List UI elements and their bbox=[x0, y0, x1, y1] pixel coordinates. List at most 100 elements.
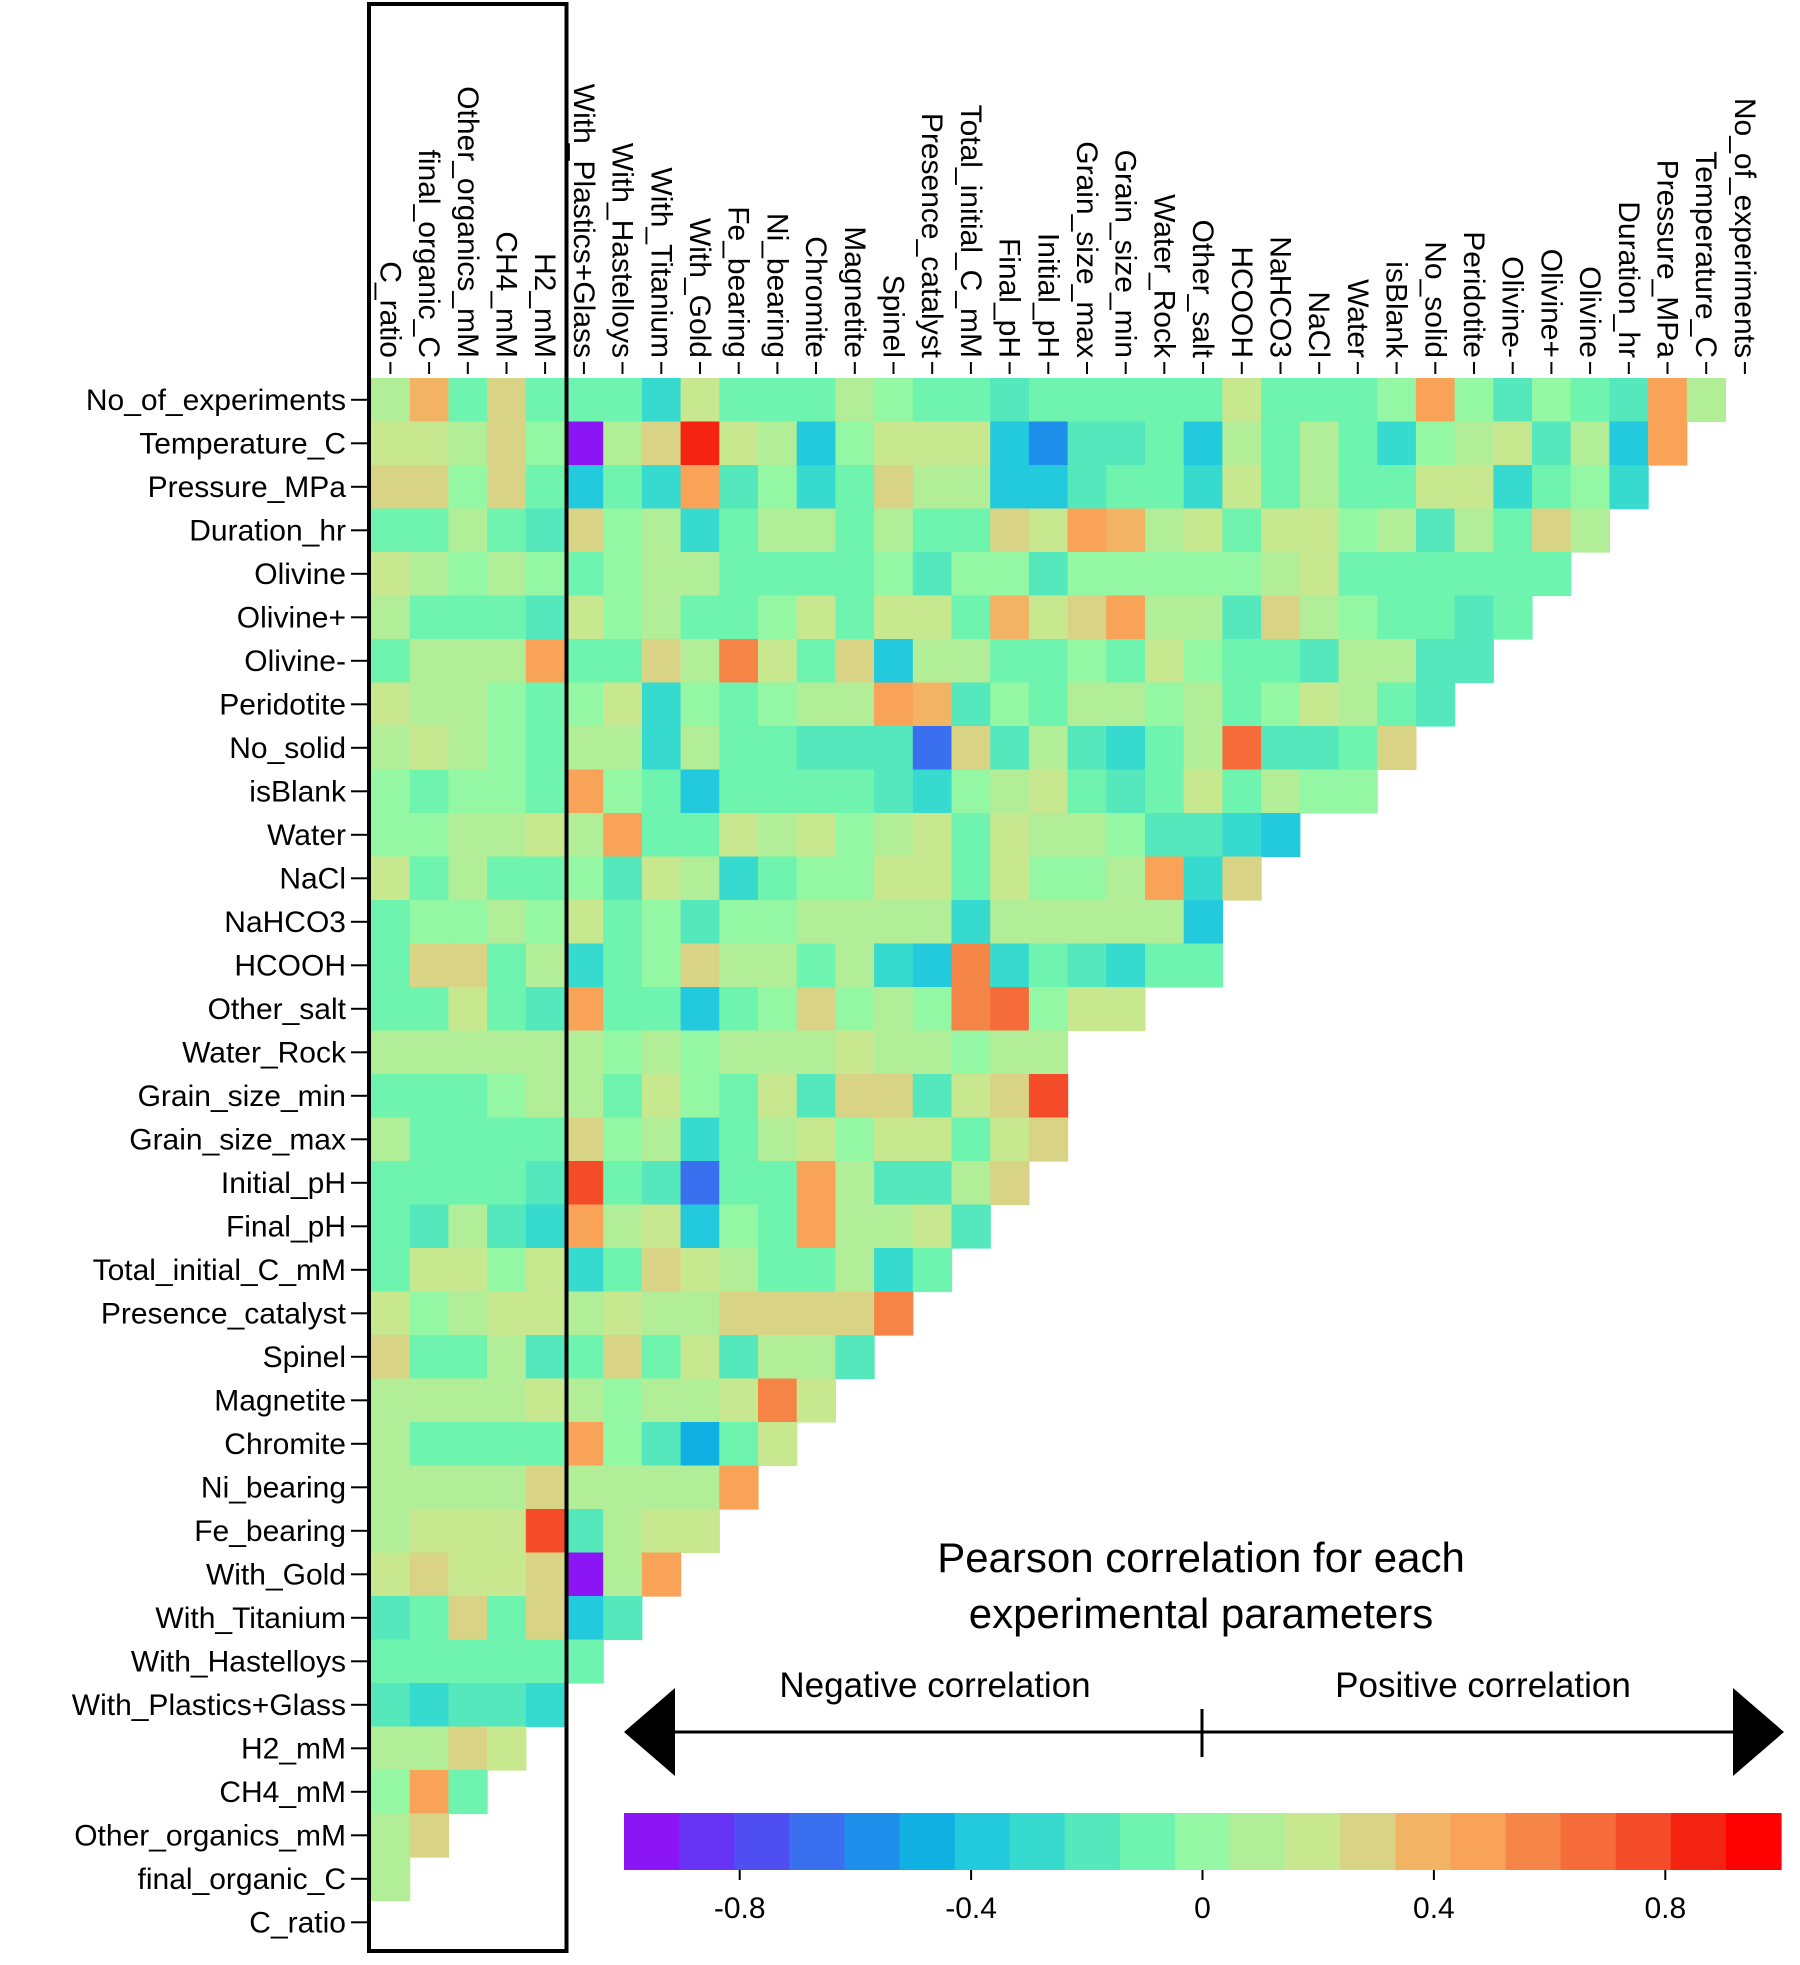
heatmap-cell: Duration_hr / Initial_pH: 0.2 bbox=[1028, 508, 1069, 553]
heatmap-cell: Duration_hr / final_organic_C: -0.05 bbox=[409, 508, 449, 553]
heatmap-cell: Water_Rock / With_Titanium: 0.1 bbox=[641, 1030, 682, 1075]
heatmap-cell: Water_Rock / With_Plastics+Glass: 0.1 bbox=[564, 1030, 604, 1075]
heatmap-cell: No_of_experiments / Final_pH: -0.15 bbox=[990, 378, 1030, 423]
heatmap-cell: Olivine / isBlank: -0.05 bbox=[1377, 552, 1417, 597]
heatmap-cell: Ni_bearing / Other_organics_mM: 0.1 bbox=[448, 1465, 488, 1510]
heatmap-cell: Temperature_C / Peridotite: 0.05 bbox=[1454, 421, 1494, 466]
heatmap-cell: No_of_experiments / With_Gold: 0.2 bbox=[680, 378, 720, 423]
heatmap-cell: Olivine / With_Hastelloys: 0 bbox=[603, 552, 643, 597]
heatmap-cell: Grain_size_min / Spinel: 0.25 bbox=[874, 1074, 914, 1119]
heatmap-cell: H2_mM / Other_organics_mM: 0.3 bbox=[448, 1726, 488, 1771]
heatmap-cell: Total_initial_C_mM / H2_mM: 0.2 bbox=[525, 1248, 566, 1293]
heatmap-cell: Total_initial_C_mM / Spinel: -0.3 bbox=[874, 1248, 914, 1293]
column-label: With_Titanium bbox=[644, 167, 677, 358]
heatmap-cell: Water / H2_mM: 0.2 bbox=[525, 813, 566, 858]
heatmap-cell: Olivine+ / Fe_bearing: -0.05 bbox=[719, 595, 759, 640]
heatmap-cell: isBlank / HCOOH: -0.05 bbox=[1222, 769, 1262, 814]
heatmap-cell: Olivine- / HCOOH: -0.05 bbox=[1222, 639, 1262, 684]
heatmap-cell: Duration_hr / Other_organics_mM: 0.05 bbox=[448, 508, 488, 553]
heatmap-cell: Peridotite / Final_pH: 0 bbox=[990, 682, 1030, 727]
heatmap-cell: Duration_hr / With_Gold: -0.25 bbox=[680, 508, 720, 553]
heatmap-cell: NaCl / With_Hastelloys: -0.15 bbox=[603, 856, 643, 901]
heatmap-cell: Olivine / Final_pH: 0 bbox=[990, 552, 1030, 597]
column-label: With_Plastics+Glass bbox=[567, 84, 600, 358]
colorbar-segment bbox=[1505, 1813, 1562, 1870]
heatmap-cell: isBlank / Magnetite: -0.05 bbox=[835, 769, 875, 814]
row-label: Other_salt bbox=[208, 993, 347, 1026]
heatmap-cell: Chromite / With_Titanium: -0.15 bbox=[641, 1422, 682, 1467]
heatmap-cell: Water / With_Titanium: -0.05 bbox=[641, 813, 682, 858]
heatmap-cell: Olivine- / Other_organics_mM: 0.1 bbox=[448, 639, 488, 684]
heatmap-cell: HCOOH / C_ratio: -0.05 bbox=[371, 943, 411, 988]
heatmap-cell: Olivine+ / Water_Rock: 0.05 bbox=[1145, 595, 1185, 640]
colorbar-segment bbox=[1450, 1813, 1507, 1870]
heatmap-cell: Initial_pH / final_organic_C: -0.1 bbox=[409, 1161, 449, 1206]
heatmap-cell: Peridotite / No_solid: -0.15 bbox=[1415, 682, 1456, 727]
heatmap-cell: Pressure_MPa / Olivine: 0 bbox=[1570, 465, 1610, 510]
heatmap-cell: CH4_mM / C_ratio: 0 bbox=[371, 1770, 411, 1815]
heatmap-cell: Pressure_MPa / CH4_mM: 0.25 bbox=[487, 465, 527, 510]
heatmap-cell: Pressure_MPa / Chromite: -0.25 bbox=[796, 465, 836, 510]
heatmap-cell: Olivine- / Other_salt: 0 bbox=[1183, 639, 1223, 684]
heatmap-cell: Duration_hr / NaCl: 0.15 bbox=[1299, 508, 1340, 553]
heatmap-cell: final_organic_C / C_ratio: 0.05 bbox=[371, 1857, 411, 1902]
column-label: Olivine bbox=[1573, 266, 1606, 358]
heatmap-cell: Duration_hr / Total_initial_C_mM: -0.05 bbox=[951, 508, 991, 553]
heatmap-cell: Chromite / H2_mM: -0.1 bbox=[525, 1422, 566, 1467]
heatmap-cell: Olivine / With_Titanium: 0.1 bbox=[641, 552, 682, 597]
heatmap-cell: No_solid / CH4_mM: 0 bbox=[487, 726, 527, 771]
column-label: Pressure_MPa bbox=[1651, 160, 1684, 359]
column-label: Water bbox=[1341, 279, 1374, 358]
heatmap-cell: Temperature_C / H2_mM: 0 bbox=[525, 421, 566, 466]
row-label: Peridotite bbox=[219, 688, 346, 721]
heatmap-cell: Peridotite / final_organic_C: 0.05 bbox=[409, 682, 449, 727]
heatmap-cell: NaCl / With_Titanium: 0.15 bbox=[641, 856, 682, 901]
heatmap-cell: Duration_hr / Fe_bearing: -0.05 bbox=[719, 508, 759, 553]
heatmap-cell: Presence_catalyst / Ni_bearing: 0.25 bbox=[758, 1291, 798, 1336]
heatmap-cell: Olivine+ / HCOOH: -0.15 bbox=[1222, 595, 1262, 640]
heatmap-cell: Olivine- / Grain_size_max: 0 bbox=[1067, 639, 1107, 684]
heatmap-cell: Duration_hr / Other_salt: 0.2 bbox=[1183, 508, 1223, 553]
heatmap-cell: Initial_pH / With_Gold: -0.65 bbox=[680, 1161, 720, 1206]
row-label: Magnetite bbox=[214, 1384, 346, 1417]
heatmap-cell: No_of_experiments / CH4_mM: 0.25 bbox=[487, 378, 527, 423]
heatmap-cell: isBlank / With_Plastics+Glass: 0.45 bbox=[564, 769, 604, 814]
row-label: Final_pH bbox=[226, 1210, 346, 1243]
heatmap-cell: isBlank / H2_mM: -0.1 bbox=[525, 769, 566, 814]
heatmap-cell: Initial_pH / With_Titanium: -0.2 bbox=[641, 1161, 682, 1206]
heatmap-cell: isBlank / Other_organics_mM: 0 bbox=[448, 769, 488, 814]
heatmap-cell: Magnetite / With_Gold: 0.05 bbox=[680, 1378, 720, 1423]
heatmap-cell: Olivine / Peridotite: -0.1 bbox=[1454, 552, 1494, 597]
heatmap-cell: Olivine- / NaCl: -0.15 bbox=[1299, 639, 1340, 684]
column-label: final_organic_C bbox=[412, 150, 445, 358]
heatmap-cell: Grain_size_min / Magnetite: 0.25 bbox=[835, 1074, 875, 1119]
colorbar-segment bbox=[1064, 1813, 1121, 1870]
heatmap-cell: Temperature_C / With_Gold: 0.9 bbox=[680, 421, 720, 466]
colorbar-segment bbox=[679, 1813, 735, 1870]
heatmap-cell: Other_salt / final_organic_C: -0.05 bbox=[409, 987, 449, 1032]
row-label: No_solid bbox=[229, 732, 346, 765]
heatmap-cell: HCOOH / Final_pH: -0.25 bbox=[990, 943, 1030, 988]
heatmap-cell: Grain_size_max / C_ratio: 0.05 bbox=[371, 1117, 411, 1162]
heatmap-cell: Olivine+ / NaHCO3: 0.3 bbox=[1261, 595, 1301, 640]
heatmap-cell: Total_initial_C_mM / Other_organics_mM: … bbox=[448, 1248, 488, 1293]
heatmap-cell: Temperature_C / Olivine: 0.1 bbox=[1570, 421, 1610, 466]
heatmap-cell: Chromite / With_Gold: -0.45 bbox=[680, 1422, 720, 1467]
heatmap-cell: Grain_size_min / Presence_catalyst: -0.2 bbox=[912, 1074, 953, 1119]
heatmap-cell: Water / Water_Rock: -0.15 bbox=[1145, 813, 1185, 858]
row-label: Grain_size_max bbox=[129, 1123, 346, 1156]
heatmap-cell: No_solid / Total_initial_C_mM: 0.25 bbox=[951, 726, 991, 771]
heatmap-cell: Water_Rock / H2_mM: 0.1 bbox=[525, 1030, 566, 1075]
heatmap-cell: Chromite / C_ratio: 0.05 bbox=[371, 1422, 411, 1467]
heatmap-cell: Duration_hr / isBlank: 0.05 bbox=[1377, 508, 1417, 553]
heatmap-cell: Duration_hr / HCOOH: -0.1 bbox=[1222, 508, 1262, 553]
heatmap-cell: Duration_hr / Olivine: 0.1 bbox=[1570, 508, 1610, 553]
heatmap-cell: NaHCO3 / Grain_size_max: 0.05 bbox=[1067, 900, 1107, 945]
heatmap-cell: Duration_hr / Magnetite: -0.1 bbox=[835, 508, 875, 553]
heatmap-cell: Magnetite / final_organic_C: 0.05 bbox=[409, 1378, 449, 1423]
heatmap-cell: NaCl / CH4_mM: -0.05 bbox=[487, 856, 527, 901]
heatmap-cell: Pressure_MPa / H2_mM: -0.1 bbox=[525, 465, 566, 510]
heatmap-cell: Pressure_MPa / With_Titanium: -0.25 bbox=[641, 465, 682, 510]
heatmap-cell: No_of_experiments / final_organic_C: 0.3… bbox=[409, 378, 449, 423]
heatmap-cell: Pressure_MPa / Initial_pH: -0.35 bbox=[1028, 465, 1069, 510]
